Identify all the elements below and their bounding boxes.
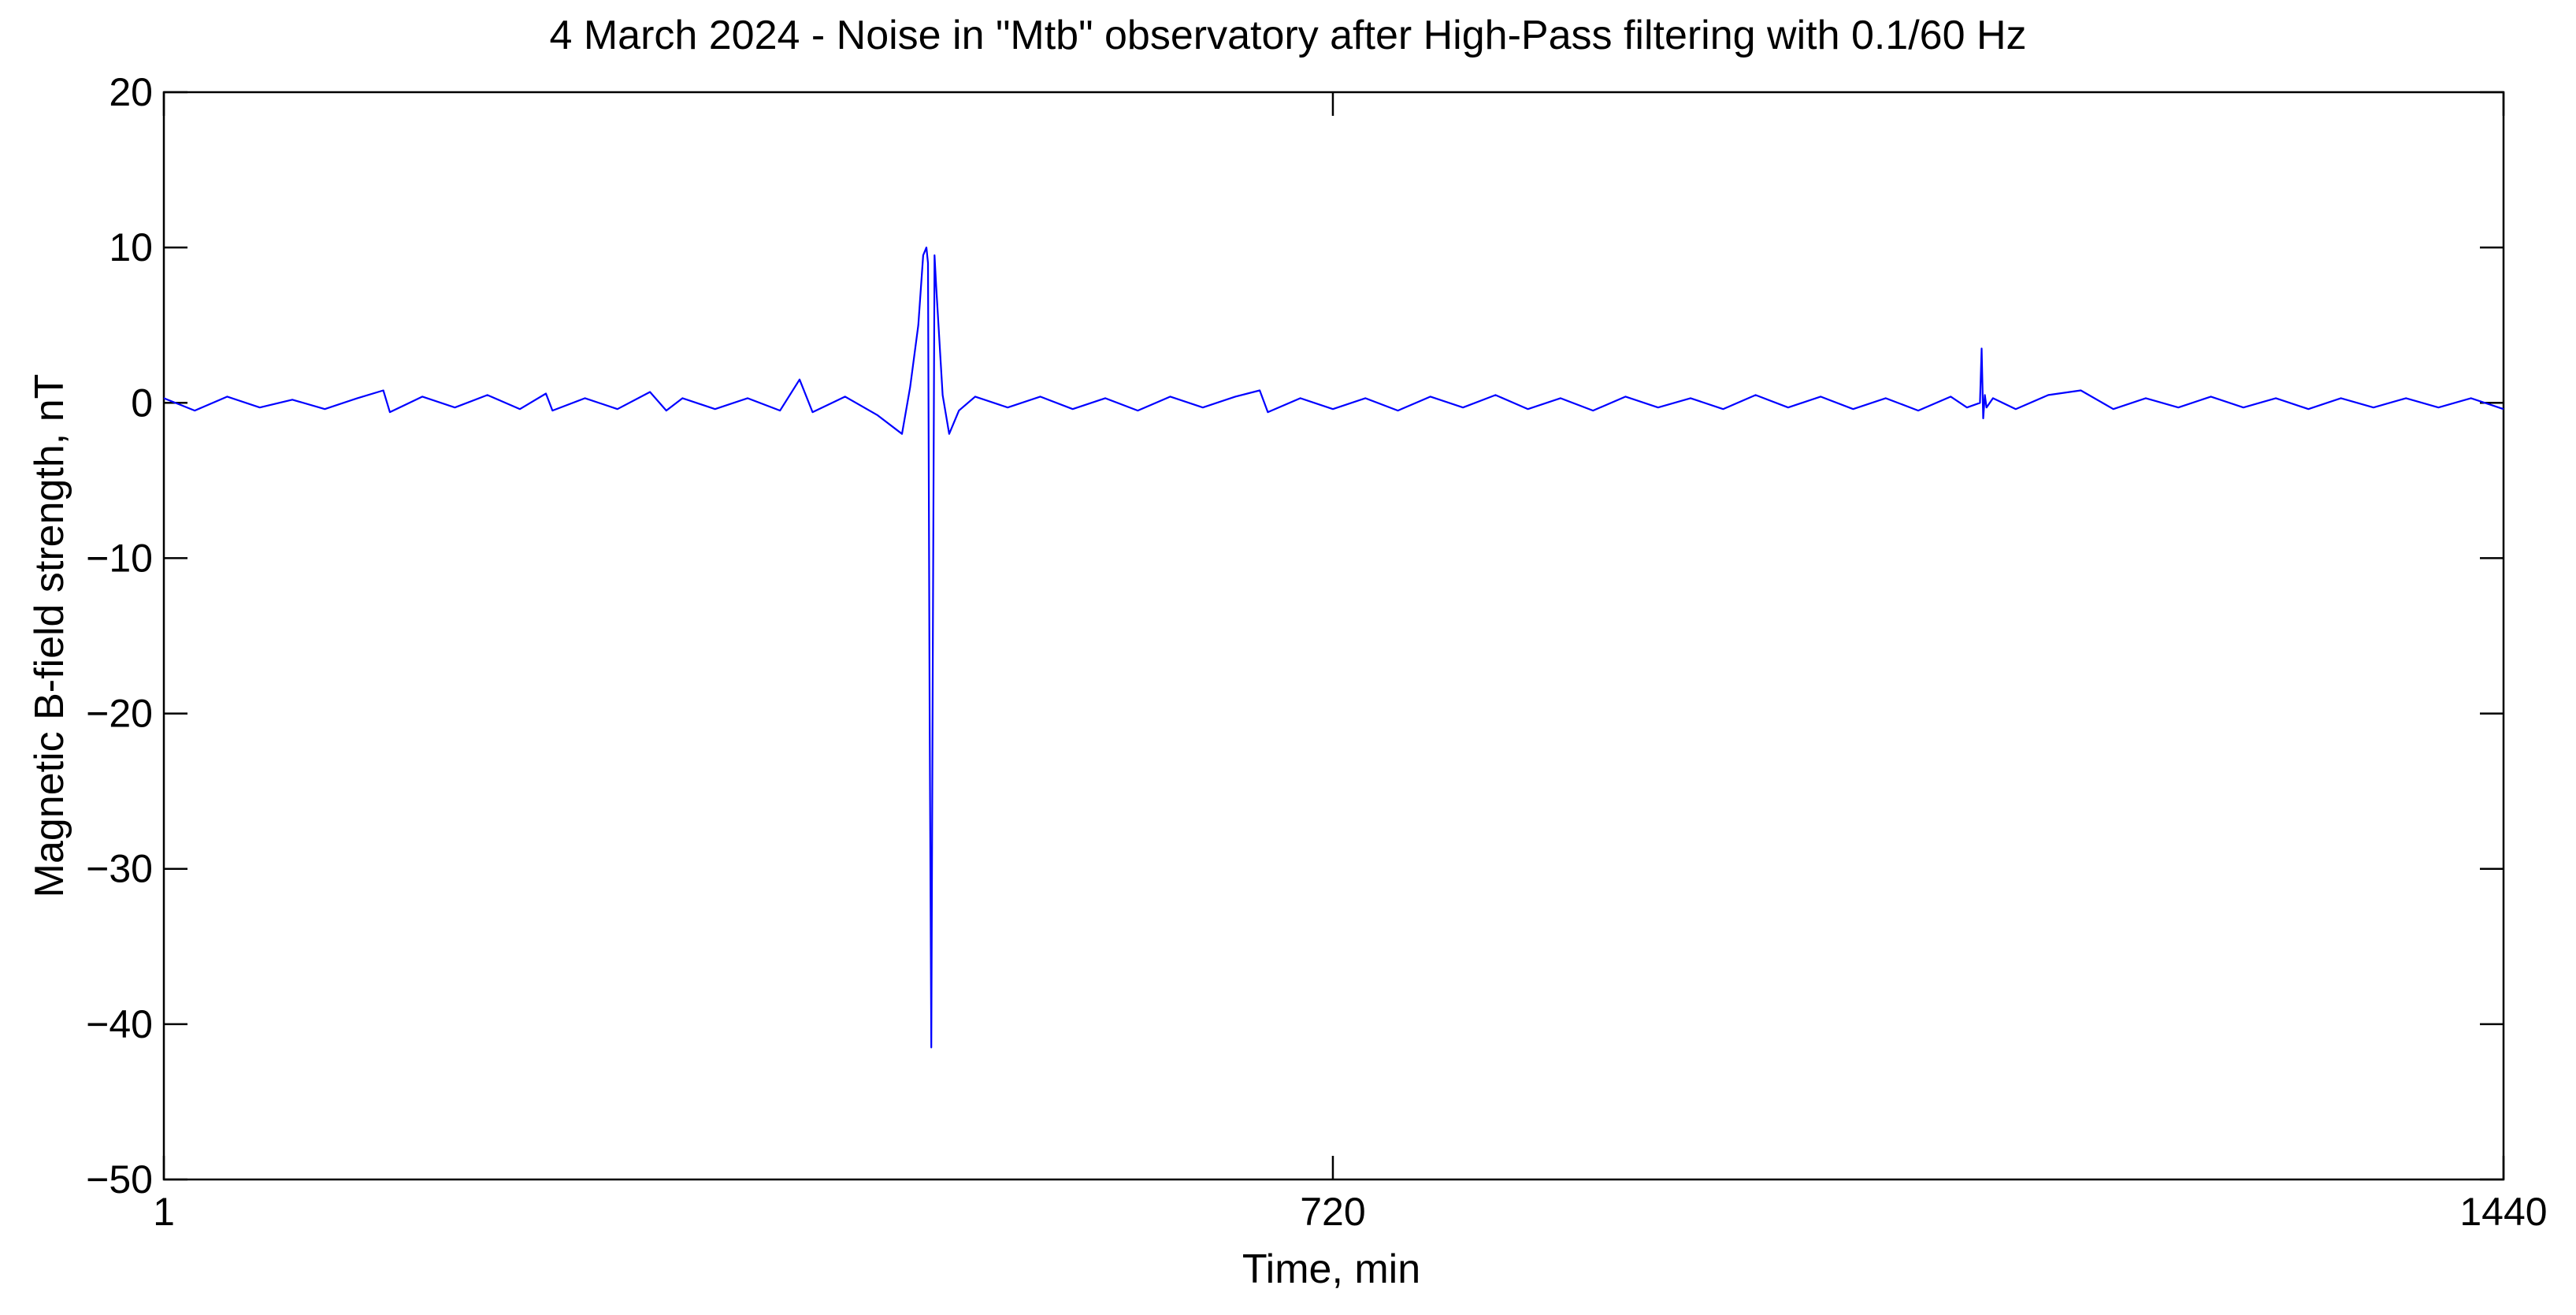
y-tick-label: 20 <box>109 70 153 114</box>
y-tick-label: −50 <box>86 1157 153 1202</box>
chart-title: 4 March 2024 - Noise in "Mtb" observator… <box>549 13 2026 58</box>
x-tick-label: 1 <box>153 1190 175 1234</box>
plot-area <box>162 91 2505 1181</box>
x-tick-label: 720 <box>1300 1190 1365 1234</box>
x-tick-label: 1440 <box>2459 1190 2547 1234</box>
y-tick-label: 10 <box>109 225 153 269</box>
series-layer <box>163 247 2504 1049</box>
y-tick-label: −10 <box>86 536 153 580</box>
y-tick-label: −30 <box>86 847 153 891</box>
y-axis-label: Magnetic B-field strength, nT <box>27 374 72 898</box>
x-axis-label: Time, min <box>1242 1246 1420 1292</box>
y-tick-label: −40 <box>86 1002 153 1046</box>
y-tick-label: −20 <box>86 692 153 736</box>
y-tick-label: 0 <box>131 381 153 425</box>
tick-marks <box>162 91 2505 1181</box>
plot-frame <box>162 91 2505 1181</box>
y-tick-labels: 20 10 0 −10 −20 −30 −40 −50 <box>86 70 153 1202</box>
series-line <box>163 247 2504 1049</box>
x-tick-labels: 1 720 1440 <box>153 1190 2548 1234</box>
